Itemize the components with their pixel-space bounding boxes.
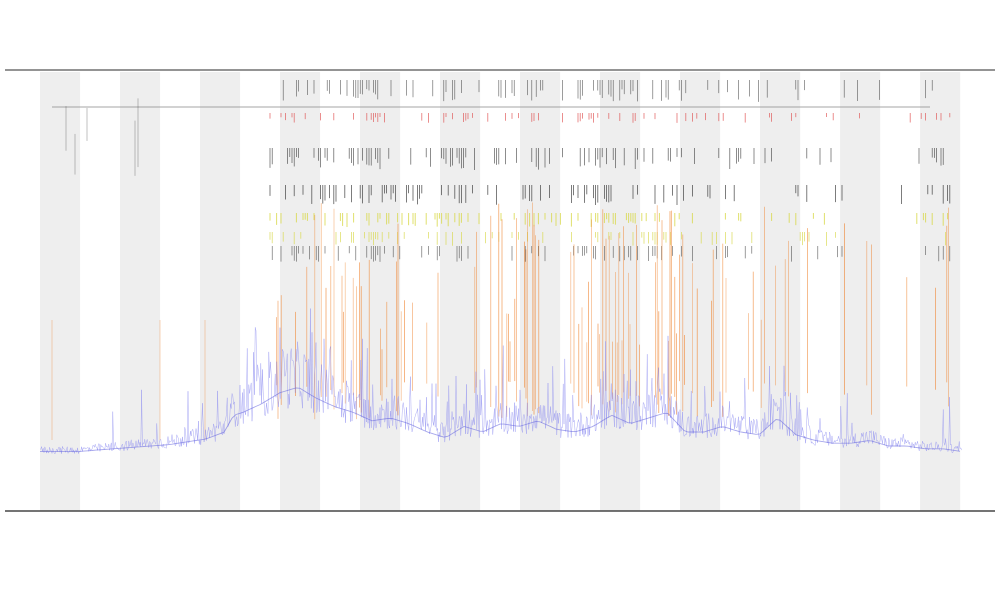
background-band [440,72,481,511]
background-band [360,72,401,511]
mark-rows [65,80,951,262]
background-band [920,72,961,511]
base-series-trend [40,387,961,453]
base-series [39,308,962,455]
background-band [200,72,241,511]
background-bands [40,72,961,511]
background-band [760,72,801,511]
background-band [680,72,721,511]
plot-area [39,72,962,511]
background-band [40,72,81,511]
background-band [120,72,161,511]
background-band [520,72,561,511]
spike-series [51,202,949,440]
background-band [600,72,641,511]
base-series-line [39,308,962,455]
background-band [280,72,321,511]
